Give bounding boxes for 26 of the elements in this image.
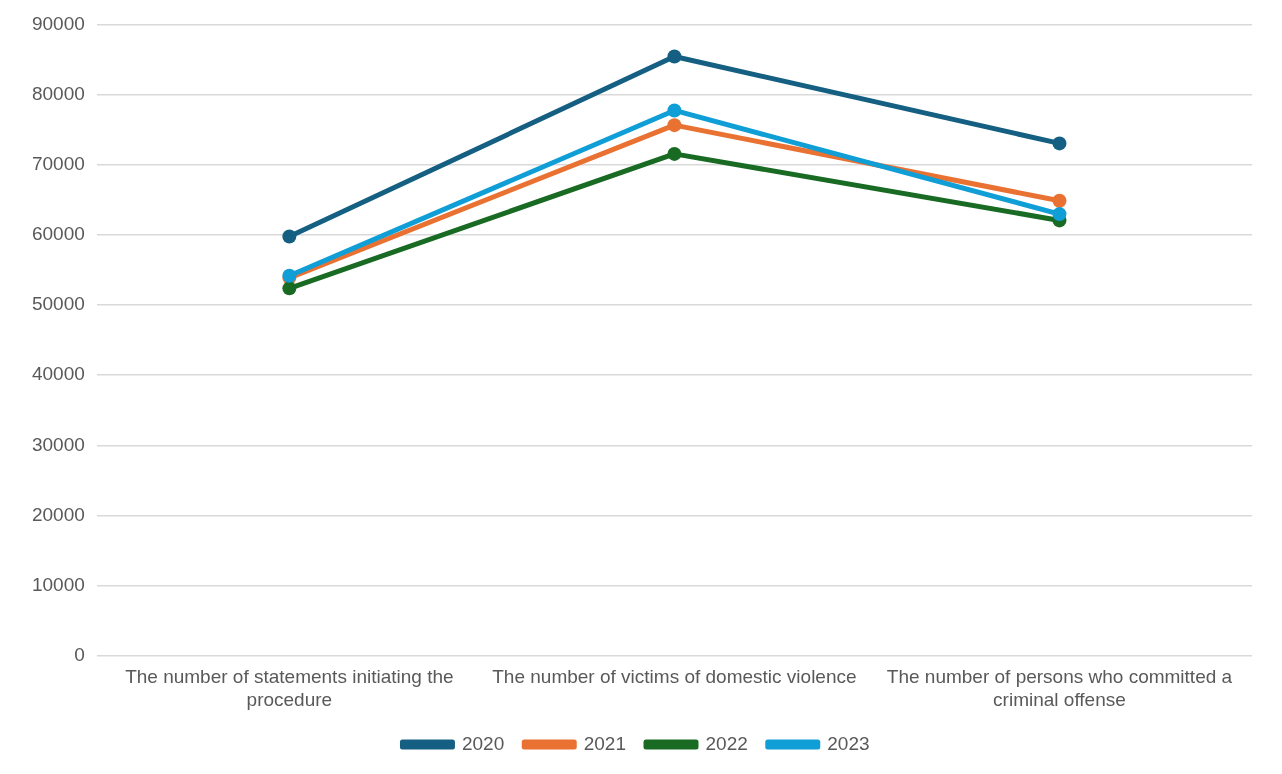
x-tick-label: The number of statements initiating the procedure (125, 666, 454, 710)
y-tick-label: 70000 (31, 153, 85, 175)
y-tick-label: 0 (74, 643, 85, 665)
point (282, 281, 297, 296)
x-tick-label: The number of victims of domestic violence (492, 666, 857, 688)
y-tick-label: 60000 (31, 223, 85, 245)
y-tick-label: 10000 (31, 573, 85, 595)
y-tick-label: 80000 (31, 83, 85, 105)
y-tick-label: 50000 (31, 293, 85, 315)
point (667, 118, 682, 133)
point (1052, 193, 1067, 208)
point (667, 103, 682, 118)
y-tick-label: 90000 (31, 13, 85, 35)
x-tick-label: The number of persons who committed a criminal offense (886, 666, 1233, 710)
y-tick-label: 30000 (31, 433, 85, 455)
legend-label: 2022 (705, 732, 748, 754)
point (282, 229, 297, 244)
legend-label: 2021 (583, 732, 627, 754)
y-tick-label: 40000 (31, 363, 85, 385)
point (1052, 207, 1067, 222)
legend-label: 2020 (461, 732, 505, 754)
y-tick-label: 20000 (31, 503, 85, 525)
legend-label: 2023 (827, 732, 870, 754)
point (667, 49, 682, 64)
point (1052, 136, 1067, 151)
point (667, 146, 682, 161)
